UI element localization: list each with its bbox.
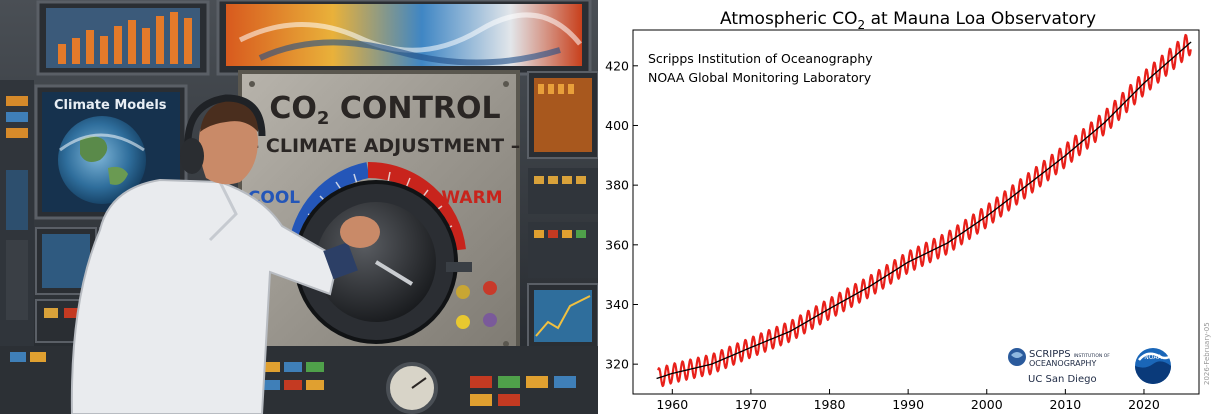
annotation-scripps: Scripps Institution of Oceanography (648, 51, 873, 66)
series-monthly-co2 (657, 33, 1192, 388)
chart-title-main: Atmospheric CO (720, 9, 858, 29)
chart-date-label: 2026-February-05 (1203, 322, 1211, 385)
scientist-figure (70, 94, 380, 414)
plot-area (632, 29, 1200, 395)
chart-title: Atmospheric CO2 at Mauna Loa Observatory (720, 9, 1096, 32)
y-tick-label: 360 (605, 237, 629, 252)
right-consoles (527, 71, 598, 349)
chart-title-sub: 2 (858, 18, 866, 32)
y-tick-label: 320 (605, 357, 629, 372)
panel-title: CO (269, 91, 317, 126)
weather-map-monitor (216, 0, 592, 76)
panel-title-rest: CONTROL (329, 91, 500, 126)
noaa-logo: NOAA (1135, 348, 1172, 384)
noaa-logo-text: NOAA (1144, 354, 1162, 361)
x-tick-label: 1990 (892, 397, 924, 412)
bar-monitor (36, 0, 210, 76)
x-tick-label: 2020 (1128, 397, 1160, 412)
svg-text:CO2 CONTROL: CO2 CONTROL (269, 91, 500, 129)
dial-warm-label: WARM (441, 188, 502, 208)
x-tick-label: 2000 (971, 397, 1003, 412)
illustration: Climate Models CO2 CONTROL – CLIMATE ADJ… (0, 0, 598, 414)
scripps-logo-small: INSTITUTION OF (1074, 353, 1111, 359)
y-tick-label: 340 (605, 297, 629, 312)
scripps-logo-line2: OCEANOGRAPHY (1029, 359, 1096, 368)
panel-subtitle: – CLIMATE ADJUSTMENT – (250, 135, 520, 157)
x-tick-label: 1960 (656, 397, 688, 412)
co2-chart: Atmospheric CO2 at Mauna Loa Observatory… (605, 9, 1211, 412)
x-tick-label: 2010 (1049, 397, 1081, 412)
y-tick-label: 420 (605, 58, 629, 73)
x-axis: 1960 1970 1980 1990 2000 2010 2020 (656, 389, 1160, 412)
annotation-noaa: NOAA Global Monitoring Laboratory (648, 70, 872, 85)
x-tick-label: 1970 (735, 397, 767, 412)
x-tick-label: 1980 (814, 397, 846, 412)
y-axis: 320 340 360 380 400 420 (605, 58, 638, 372)
y-tick-label: 380 (605, 178, 629, 193)
chart-title-rest: at Mauna Loa Observatory (865, 9, 1096, 29)
screen-label: Climate Models (54, 98, 167, 113)
scripps-logo: SCRIPPS INSTITUTION OF OCEANOGRAPHY UC Sa… (1008, 348, 1110, 385)
ucsd-logo-text: UC San Diego (1028, 374, 1097, 385)
y-tick-label: 400 (605, 118, 629, 133)
co2-control-panel: CO2 CONTROL – CLIMATE ADJUSTMENT – COOL … (238, 70, 520, 358)
scripps-logo-text: SCRIPPS (1029, 349, 1071, 360)
series-trend-co2 (656, 41, 1192, 380)
panel-title-sub: 2 (317, 108, 330, 129)
